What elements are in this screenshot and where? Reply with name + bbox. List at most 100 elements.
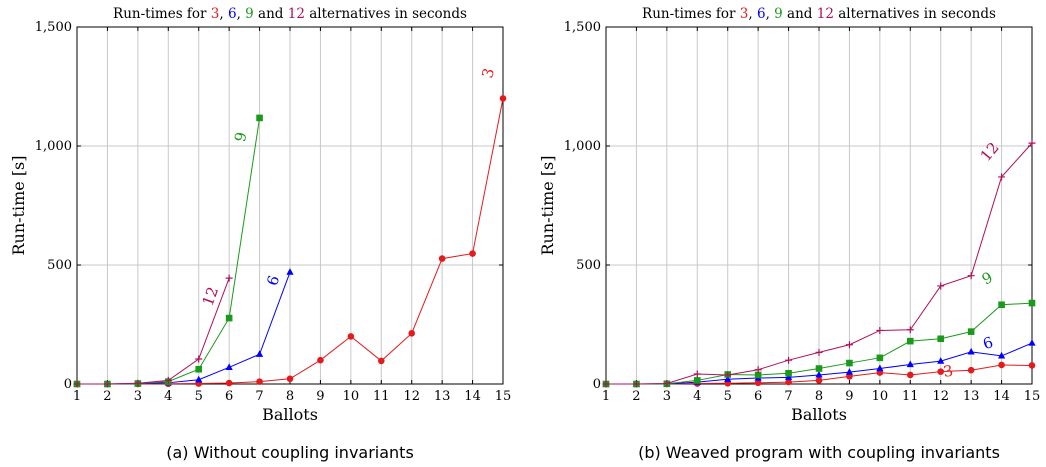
data-point — [906, 371, 914, 379]
x-tick-label: 7 — [255, 389, 263, 404]
data-point — [967, 328, 975, 335]
chart-title-part: 3 — [740, 6, 749, 22]
x-tick-label: 4 — [164, 389, 172, 404]
data-point — [73, 380, 81, 388]
data-point — [1028, 339, 1036, 346]
y-tick-label: 500 — [47, 258, 72, 273]
series-label-12: 12 — [977, 139, 1003, 165]
chart-title: Run-times for 3, 6, 9 and 12 alternative… — [642, 6, 996, 22]
data-point — [998, 361, 1005, 369]
x-tick-label: 14 — [464, 389, 481, 404]
data-point — [256, 378, 263, 385]
data-point — [724, 371, 732, 379]
data-point — [469, 250, 476, 257]
series-label-3: 3 — [942, 362, 955, 381]
y-tick-label: 1,500 — [564, 20, 601, 35]
x-tick-label: 10 — [872, 389, 889, 404]
data-point — [1028, 362, 1036, 369]
series-line-6 — [77, 271, 291, 385]
data-point — [225, 314, 233, 322]
panel-caption: (a) Without coupling invariants — [166, 443, 414, 462]
x-tick-label: 3 — [663, 389, 671, 404]
chart-title-prefix: Run-times for — [113, 6, 211, 22]
data-point — [876, 364, 884, 372]
chart-title-part: 9 — [245, 6, 254, 22]
y-tick-label: 0 — [64, 377, 72, 392]
data-point — [967, 366, 975, 374]
data-point — [724, 375, 732, 382]
data-point — [906, 326, 914, 334]
data-point — [225, 274, 233, 282]
y-axis-label: Run-time [s] — [9, 155, 28, 255]
series-line-12 — [77, 277, 230, 385]
data-point — [967, 347, 975, 355]
x-tick-label: 2 — [103, 389, 111, 404]
data-point — [785, 378, 792, 386]
x-tick-label: 7 — [784, 389, 792, 404]
x-tick-label: 8 — [815, 389, 823, 404]
data-point — [195, 375, 203, 383]
data-point — [785, 369, 792, 377]
chart-title-suffix: alternatives in seconds — [305, 6, 467, 22]
x-tick-label: 2 — [632, 389, 640, 404]
data-point — [754, 366, 762, 374]
x-axis-label: Ballots — [262, 405, 318, 424]
x-tick-label: 12 — [403, 389, 420, 404]
x-tick-label: 15 — [495, 389, 512, 404]
data-point — [164, 376, 172, 384]
data-point — [225, 363, 233, 370]
data-point — [937, 368, 945, 375]
x-tick-label: 1 — [602, 389, 610, 404]
data-point — [103, 380, 111, 388]
data-point — [815, 348, 823, 356]
x-tick-label: 6 — [754, 389, 762, 404]
y-tick-label: 1,000 — [35, 139, 72, 154]
x-tick-label: 9 — [845, 389, 853, 404]
data-point — [286, 375, 294, 383]
data-point — [754, 371, 762, 379]
data-point — [663, 380, 671, 388]
x-axis-label: Ballots — [791, 405, 847, 424]
data-point — [1028, 299, 1036, 307]
data-point — [256, 114, 263, 122]
y-axis-label: Run-time [s] — [538, 155, 557, 255]
x-tick-label: 1 — [73, 389, 81, 404]
data-point — [846, 359, 853, 367]
data-point — [408, 330, 416, 337]
data-point — [876, 326, 884, 334]
x-tick-label: 3 — [134, 389, 142, 404]
panel-b-weaved-with-coupling-invariants: 1 2 3 4 5 6 7 8 9 10 11 12 13 14 1505001,0001,500Ballo… — [538, 6, 1040, 462]
chart-title-part: 6 — [757, 6, 766, 22]
data-point — [815, 365, 823, 372]
data-point — [134, 379, 142, 387]
data-point — [876, 354, 884, 362]
data-point — [846, 373, 853, 380]
x-tick-label: 12 — [932, 389, 949, 404]
chart-title-part: , — [766, 6, 775, 22]
x-tick-label: 15 — [1024, 389, 1041, 404]
chart-title-part: 9 — [774, 6, 783, 22]
series-label-9: 9 — [231, 130, 251, 143]
panel-caption: (b) Weaved program with coupling invaria… — [638, 443, 1000, 462]
chart-title-part: and — [783, 6, 817, 22]
y-tick-label: 1,500 — [35, 20, 72, 35]
series-label-6: 6 — [981, 333, 996, 353]
data-point — [1028, 139, 1036, 147]
series-6: 6 — [73, 268, 294, 387]
data-point — [286, 268, 294, 275]
y-tick-label: 1,000 — [564, 139, 601, 154]
x-tick-label: 9 — [316, 389, 324, 404]
x-tick-label: 8 — [286, 389, 294, 404]
data-point — [906, 337, 914, 345]
series-label-12: 12 — [199, 284, 222, 308]
x-tick-label: 10 — [343, 389, 360, 404]
data-point — [997, 351, 1006, 359]
x-tick-label: 11 — [902, 389, 919, 404]
data-point — [377, 357, 385, 365]
data-point — [845, 368, 854, 375]
data-point — [845, 341, 853, 349]
data-point — [815, 370, 823, 378]
data-point — [255, 350, 264, 357]
chart-title: Run-times for 3, 6, 9 and 12 alternative… — [113, 6, 467, 22]
